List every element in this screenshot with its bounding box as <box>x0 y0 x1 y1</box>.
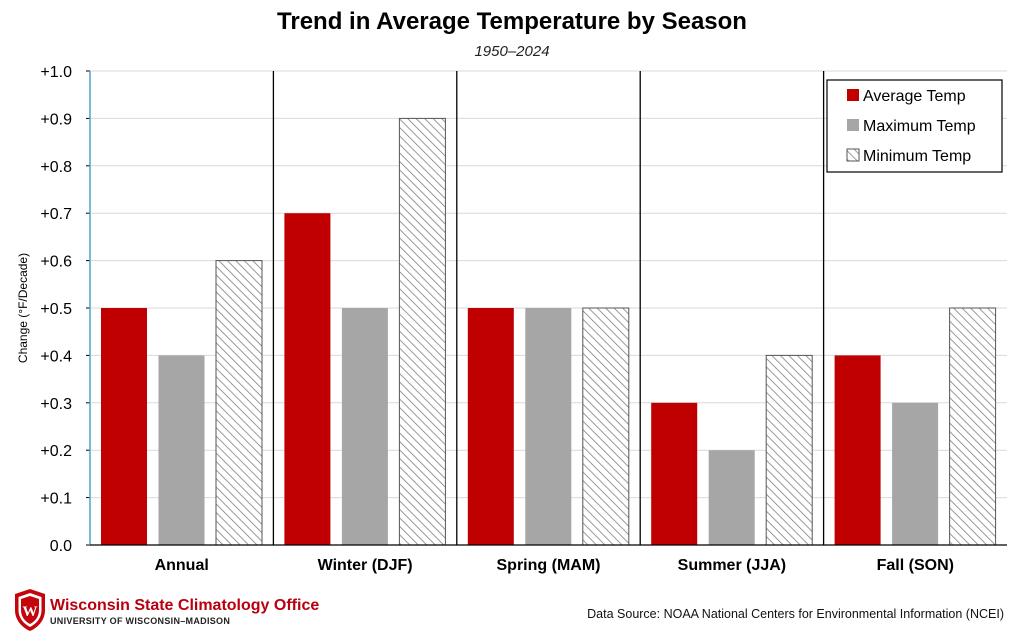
svg-text:W: W <box>23 604 38 620</box>
y-tick-label: +0.1 <box>40 491 72 508</box>
legend-swatch <box>847 119 859 131</box>
y-tick-label: +0.3 <box>40 396 72 413</box>
bar <box>582 307 630 546</box>
bar <box>651 402 698 545</box>
y-tick-label: +1.0 <box>40 64 72 81</box>
bar <box>158 355 205 545</box>
legend: Average Temp Maximum Temp Minimum Temp <box>826 79 1003 173</box>
bar <box>467 308 514 545</box>
chart-subtitle: 1950–2024 <box>474 43 550 60</box>
bar <box>949 307 997 546</box>
legend-label: Minimum Temp <box>863 148 971 165</box>
chart-title: Trend in Average Temperature by Season <box>277 8 747 35</box>
y-tick-label: 0.0 <box>50 538 72 555</box>
bar <box>341 308 388 545</box>
x-category-label: Winter (DJF) <box>318 557 413 574</box>
bar <box>525 308 572 545</box>
y-tick-label: +0.4 <box>40 348 72 365</box>
axes <box>86 70 1007 546</box>
bars <box>101 117 997 546</box>
bar <box>101 308 147 545</box>
x-category-label: Fall (SON) <box>877 557 954 574</box>
uw-crest-logo: W <box>15 589 45 631</box>
y-tick-label: +0.5 <box>40 301 72 318</box>
bar <box>765 354 813 546</box>
bar <box>708 450 755 545</box>
y-axis-label: Change (°F/Decade) <box>16 253 30 363</box>
axis-labels: 0.0 +0.1 +0.2 +0.3 +0.4 +0.5 +0.6 +0.7 +0.8 +0.9 +… <box>16 64 954 574</box>
legend-label: Maximum Temp <box>863 118 976 135</box>
category-dividers <box>272 71 825 545</box>
x-category-label: Annual <box>155 557 209 574</box>
x-category-label: Spring (MAM) <box>497 557 601 574</box>
y-tick-label: +0.8 <box>40 159 72 176</box>
bar <box>834 355 881 545</box>
bar <box>284 213 331 545</box>
legend-label: Average Temp <box>863 88 966 105</box>
y-tick-label: +0.9 <box>40 111 72 128</box>
bar <box>892 402 939 545</box>
legend-swatch <box>846 148 860 162</box>
y-tick-label: +0.7 <box>40 206 72 223</box>
bar <box>398 117 446 546</box>
data-source: Data Source: NOAA National Centers for E… <box>587 607 1004 621</box>
legend-swatch <box>847 89 859 101</box>
org-name: Wisconsin State Climatology Office <box>50 597 320 614</box>
x-category-label: Summer (JJA) <box>678 557 786 574</box>
y-tick-label: +0.2 <box>40 443 72 460</box>
org-subtitle: UNIVERSITY OF WISCONSIN–MADISON <box>50 616 231 626</box>
y-tick-label: +0.6 <box>40 254 72 271</box>
bar <box>215 260 263 546</box>
